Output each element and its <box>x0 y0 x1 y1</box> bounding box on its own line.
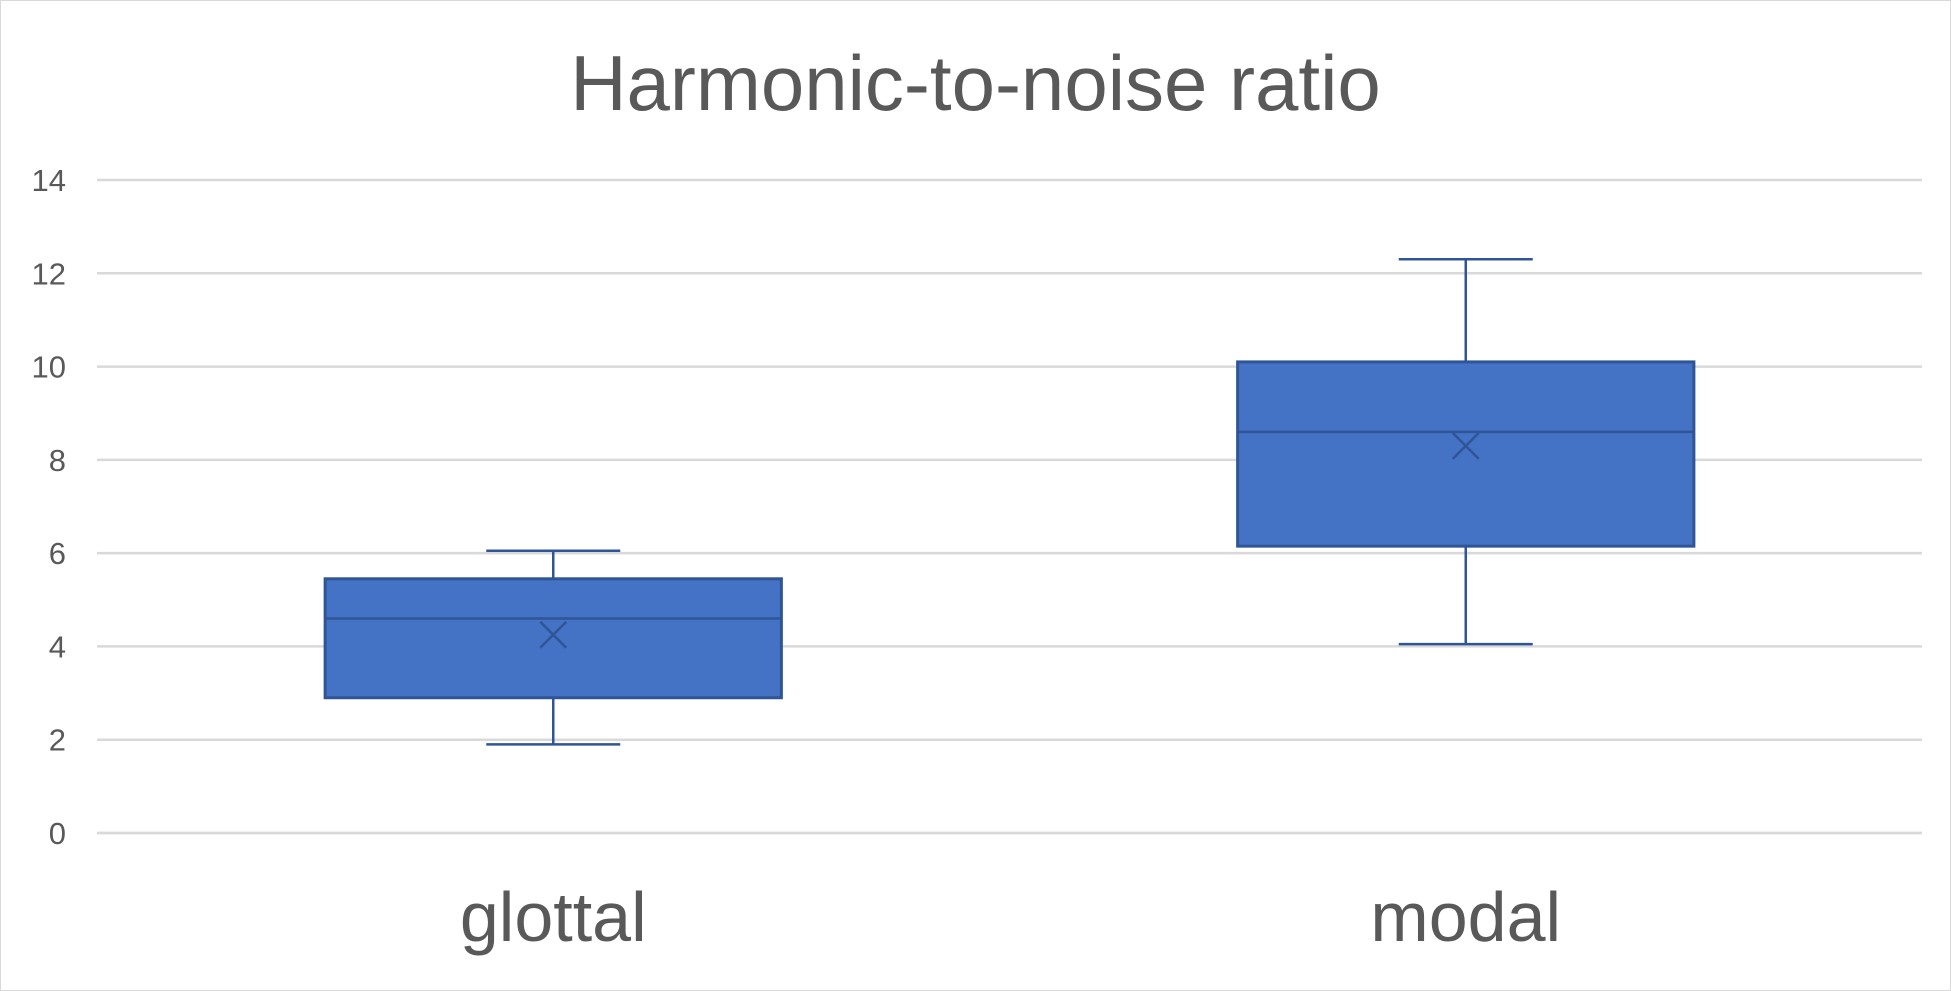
chart-title: Harmonic-to-noise ratio <box>570 39 1381 127</box>
y-tick-label: 4 <box>49 629 66 664</box>
interquartile-box <box>1236 360 1696 548</box>
y-tick-label: 14 <box>32 163 66 198</box>
interquartile-box <box>323 577 783 700</box>
x-category-label: modal <box>1370 878 1561 956</box>
y-tick-label: 10 <box>32 350 66 385</box>
y-tick-label: 2 <box>49 723 66 758</box>
y-axis-tick-labels: 0 2 4 6 8 10 12 14 <box>32 163 66 851</box>
box-glottal <box>323 549 783 746</box>
y-tick-label: 0 <box>49 816 66 851</box>
mean-marker <box>539 620 568 649</box>
y-tick-label: 6 <box>49 536 66 571</box>
x-category-label: glottal <box>460 878 647 956</box>
y-tick-label: 12 <box>32 256 66 291</box>
x-axis-category-labels: glottal modal <box>460 878 1561 956</box>
y-tick-label: 8 <box>49 443 66 478</box>
boxes <box>323 258 1696 746</box>
box-modal <box>1236 258 1696 646</box>
mean-marker <box>1451 431 1480 460</box>
